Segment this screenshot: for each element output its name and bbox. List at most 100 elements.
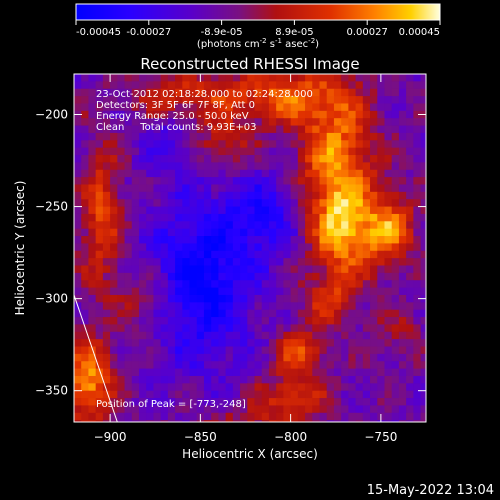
heatmap-cell xyxy=(88,96,97,104)
y-tick-label: −350 xyxy=(35,384,68,398)
heatmap-cell xyxy=(398,81,407,90)
heatmap-cell xyxy=(261,155,270,163)
heatmap-cell xyxy=(355,346,364,355)
heatmap-cell xyxy=(182,118,190,126)
heatmap-cell xyxy=(290,228,299,237)
heatmap-cell xyxy=(420,125,426,134)
heatmap-cell xyxy=(81,162,89,171)
heatmap-cell xyxy=(305,236,313,244)
heatmap-cell xyxy=(146,236,154,244)
heatmap-cell xyxy=(377,140,385,149)
heatmap-cell xyxy=(81,140,89,149)
heatmap-cell xyxy=(203,353,212,362)
heatmap-cell xyxy=(182,236,190,244)
heatmap-cell xyxy=(153,272,162,281)
heatmap-cell xyxy=(341,199,349,207)
heatmap-cell xyxy=(391,398,400,406)
heatmap-cell xyxy=(362,317,371,325)
heatmap-cell xyxy=(88,243,97,252)
heatmap-cell xyxy=(348,324,356,333)
heatmap-cell xyxy=(290,81,299,90)
heatmap-cell xyxy=(283,375,292,384)
heatmap-cell xyxy=(146,206,154,215)
heatmap-cell xyxy=(341,221,349,230)
heatmap-cell xyxy=(384,309,393,318)
heatmap-cell xyxy=(319,412,328,421)
heatmap-cell xyxy=(312,103,320,112)
heatmap-cell xyxy=(261,317,270,325)
heatmap-cell xyxy=(413,177,421,185)
heatmap-cell xyxy=(124,81,133,90)
heatmap-cell xyxy=(312,243,320,252)
heatmap-cell xyxy=(81,236,89,244)
heatmap-cell xyxy=(247,294,255,303)
heatmap-cell xyxy=(377,125,385,134)
heatmap-cell xyxy=(370,258,378,266)
heatmap-cell xyxy=(377,398,385,406)
heatmap-cell xyxy=(189,331,198,340)
heatmap-cell xyxy=(196,228,205,237)
heatmap-cell xyxy=(370,221,378,230)
heatmap-cell xyxy=(153,317,162,325)
heatmap-cell xyxy=(290,103,299,112)
heatmap-cell xyxy=(384,140,393,149)
heatmap-cell xyxy=(413,375,421,384)
heatmap-cell xyxy=(131,88,140,97)
heatmap-cell xyxy=(420,155,426,163)
heatmap-cell xyxy=(74,361,82,370)
heatmap-cell xyxy=(182,125,190,134)
heatmap-cell xyxy=(189,420,198,422)
heatmap-cell xyxy=(225,74,234,82)
heatmap-cell xyxy=(312,324,320,333)
heatmap-cell xyxy=(254,258,263,266)
heatmap-cell xyxy=(297,405,306,414)
heatmap-cell xyxy=(102,353,111,362)
heatmap-cell xyxy=(182,184,190,193)
heatmap-cell xyxy=(211,324,219,333)
heatmap-cell xyxy=(138,250,147,259)
heatmap-cell xyxy=(276,184,284,193)
heatmap-cell xyxy=(420,265,426,274)
heatmap-cell xyxy=(319,250,328,259)
heatmap-cell xyxy=(297,169,306,178)
colorbar-tick-label: -0.00045 xyxy=(76,27,121,38)
heatmap-cell xyxy=(413,169,421,178)
heatmap-cell xyxy=(283,368,292,377)
heatmap-cell xyxy=(261,118,270,126)
heatmap-cell xyxy=(326,243,335,252)
heatmap-cell xyxy=(348,110,356,119)
heatmap-cell xyxy=(370,368,378,377)
heatmap-cell xyxy=(102,243,111,252)
heatmap-cell xyxy=(146,258,154,266)
heatmap-cell xyxy=(110,420,118,422)
heatmap-cell xyxy=(290,250,299,259)
heatmap-cell xyxy=(95,184,104,193)
heatmap-cell xyxy=(420,280,426,288)
heatmap-cell xyxy=(232,110,241,119)
heatmap-cell xyxy=(305,103,313,112)
heatmap-cell xyxy=(348,213,356,222)
heatmap-cell xyxy=(153,81,162,90)
heatmap-cell xyxy=(297,162,306,171)
heatmap-cell xyxy=(102,250,111,259)
heatmap-cell xyxy=(305,272,313,281)
heatmap-cell xyxy=(312,88,320,97)
heatmap-cell xyxy=(297,228,306,237)
heatmap-cell xyxy=(348,132,356,141)
heatmap-cell xyxy=(232,140,241,149)
heatmap-cell xyxy=(102,383,111,392)
heatmap-cell xyxy=(211,236,219,244)
heatmap-cell xyxy=(305,250,313,259)
heatmap-cell xyxy=(341,118,349,126)
heatmap-cell xyxy=(232,162,241,171)
heatmap-cell xyxy=(268,125,277,134)
heatmap-cell xyxy=(341,169,349,178)
heatmap-cell xyxy=(413,280,421,288)
heatmap-cell xyxy=(218,140,227,149)
heatmap-cell xyxy=(406,243,414,252)
heatmap-cell xyxy=(355,250,364,259)
heatmap-cell xyxy=(218,74,227,82)
heatmap-cell xyxy=(341,317,349,325)
heatmap-cell xyxy=(420,74,426,82)
heatmap-cell xyxy=(146,317,154,325)
